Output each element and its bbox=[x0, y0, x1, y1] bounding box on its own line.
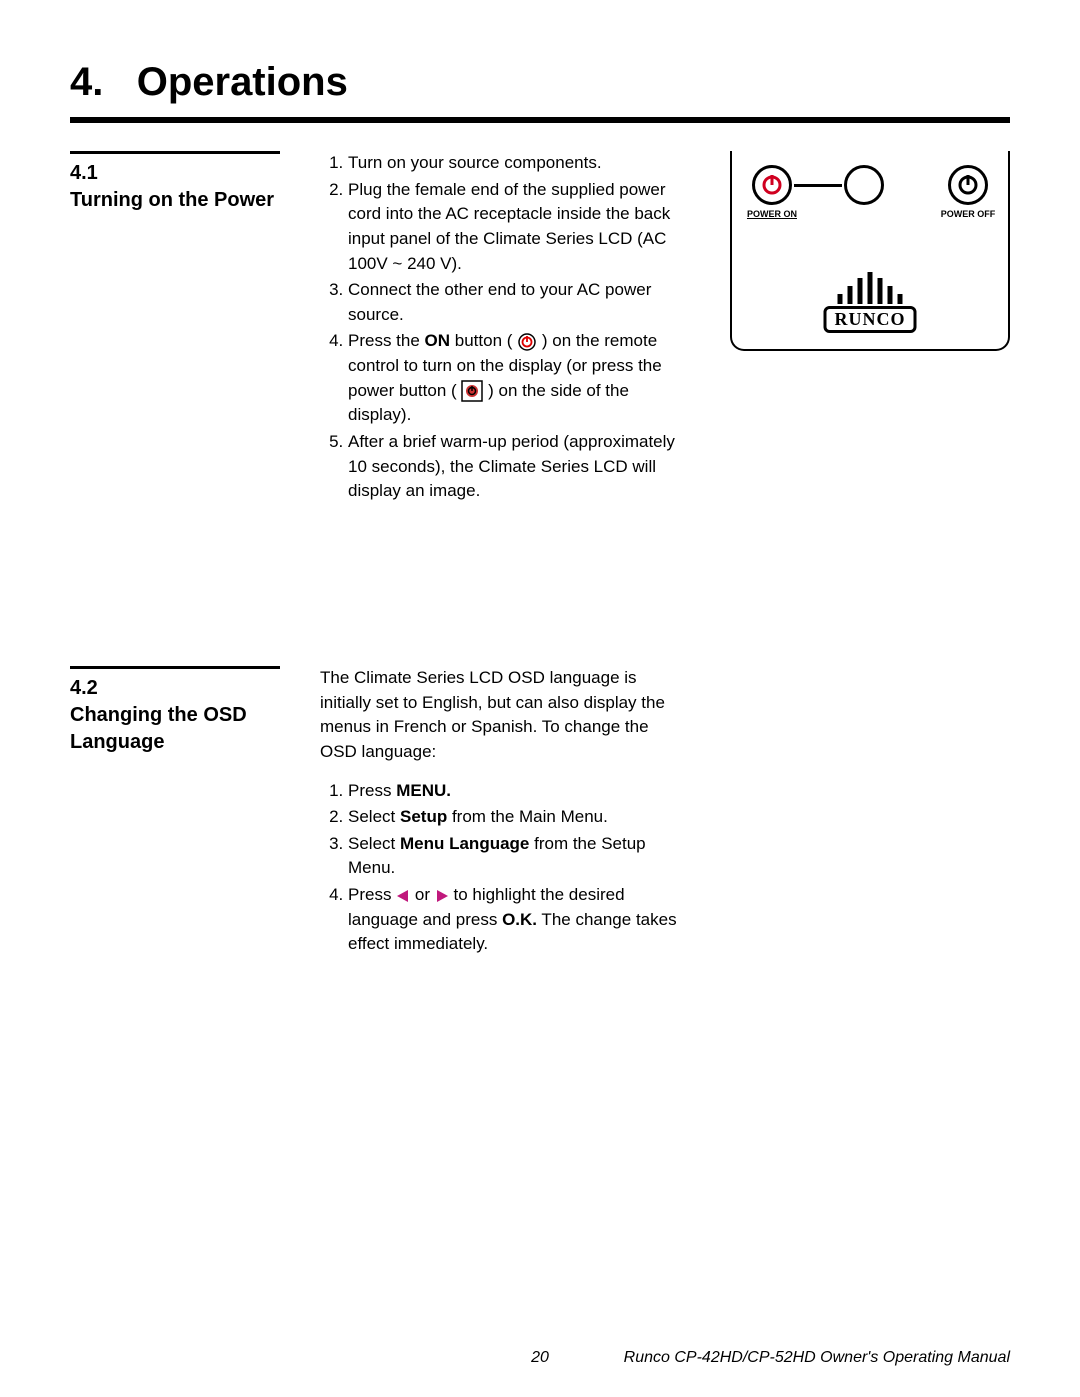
section-number: 4.2 bbox=[70, 675, 300, 702]
arrow-line bbox=[794, 184, 842, 187]
step-item: Select Menu Language from the Setup Menu… bbox=[348, 832, 690, 881]
section-number: 4.1 bbox=[70, 160, 300, 187]
step-item: Press the ON button ( ) on the remote co… bbox=[348, 329, 690, 428]
power-on-button-graphic bbox=[752, 165, 792, 205]
power-on-icon bbox=[760, 173, 784, 197]
section-body: Turn on your source components.Plug the … bbox=[320, 151, 690, 506]
chapter-title: 4. Operations bbox=[70, 60, 1010, 105]
chapter-name: Operations bbox=[137, 60, 348, 104]
doc-title: Runco CP-42HD/CP-52HD Owner's Operating … bbox=[624, 1349, 1010, 1367]
section-heading: 4.1 Turning on the Power bbox=[70, 151, 320, 214]
power-off-icon bbox=[956, 173, 980, 197]
chapter-rule bbox=[70, 117, 1010, 123]
chapter-number: 4. bbox=[70, 60, 103, 104]
steps-list: Turn on your source components.Plug the … bbox=[320, 151, 690, 504]
page-number: 20 bbox=[531, 1349, 549, 1367]
power-off-label: POWER OFF bbox=[938, 209, 998, 219]
section-rule bbox=[70, 151, 280, 154]
logo-bars-icon bbox=[824, 272, 917, 304]
step-item: Press MENU. bbox=[348, 779, 690, 804]
section-body: The Climate Series LCD OSD language is i… bbox=[320, 666, 690, 959]
step-item: After a brief warm-up period (approximat… bbox=[348, 430, 690, 504]
remote-diagram: POWER ON POWER OFF RUNCO bbox=[730, 151, 1010, 351]
steps-list: Press MENU.Select Setup from the Main Me… bbox=[320, 779, 690, 957]
section-4-2: 4.2 Changing the OSD Language The Climat… bbox=[70, 666, 1010, 959]
center-button-graphic bbox=[844, 165, 884, 205]
section-4-1: 4.1 Turning on the Power Turn on your so… bbox=[70, 151, 1010, 506]
runco-logo: RUNCO bbox=[824, 272, 917, 333]
section-intro: The Climate Series LCD OSD language is i… bbox=[320, 666, 690, 765]
step-item: Connect the other end to your AC power s… bbox=[348, 278, 690, 327]
step-item: Plug the female end of the supplied powe… bbox=[348, 178, 690, 277]
section-heading: 4.2 Changing the OSD Language bbox=[70, 666, 320, 756]
step-item: Turn on your source components. bbox=[348, 151, 690, 176]
power-on-label: POWER ON bbox=[742, 209, 802, 219]
section-rule bbox=[70, 666, 280, 669]
logo-text: RUNCO bbox=[824, 306, 917, 333]
step-item: Select Setup from the Main Menu. bbox=[348, 805, 690, 830]
section-title: Changing the OSD Language bbox=[70, 702, 300, 756]
section-title: Turning on the Power bbox=[70, 187, 300, 214]
step-item: Press or to highlight the desired langua… bbox=[348, 883, 690, 957]
section-figure: POWER ON POWER OFF RUNCO bbox=[690, 151, 1010, 351]
power-off-button-graphic bbox=[948, 165, 988, 205]
